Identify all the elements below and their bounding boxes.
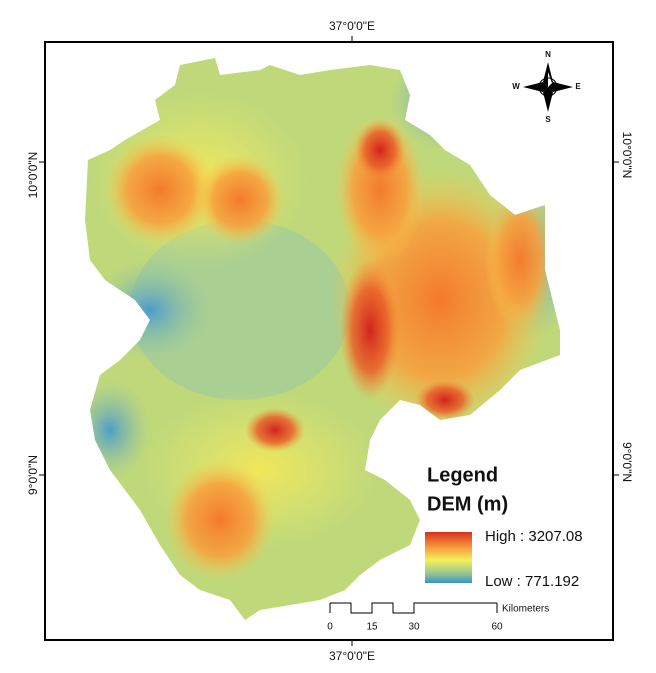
legend-subtitle: DEM (m)	[427, 493, 508, 515]
longitude-label: 37°0'0"E	[329, 19, 375, 33]
scale-label: 30	[408, 622, 420, 633]
compass-label: E	[575, 82, 581, 91]
compass-label: S	[545, 115, 551, 124]
scale-label: 15	[366, 622, 378, 633]
legend-low: Low : 771.192	[485, 573, 579, 590]
latitude-label: 10°0'0"N	[26, 152, 40, 199]
compass-label: N	[545, 50, 551, 59]
legend-ramp	[425, 532, 472, 583]
latitude-label: 10°0'0"N	[620, 132, 634, 179]
compass-label: W	[512, 82, 520, 91]
latitude-label: 9°0'0"N	[26, 455, 40, 495]
longitude-label: 37°0'0"E	[329, 649, 375, 663]
legend-title: Legend	[427, 464, 498, 486]
scale-unit: Kilometers	[502, 604, 549, 615]
map-figure: 37°0'0"E 37°0'0"E 10°0'0"N 9°0'0"N 10°0'…	[0, 0, 656, 673]
scale-label: 60	[491, 622, 503, 633]
legend-high: High : 3207.08	[485, 528, 583, 545]
latitude-label: 9°0'0"N	[620, 442, 634, 482]
scale-label: 0	[327, 622, 333, 633]
